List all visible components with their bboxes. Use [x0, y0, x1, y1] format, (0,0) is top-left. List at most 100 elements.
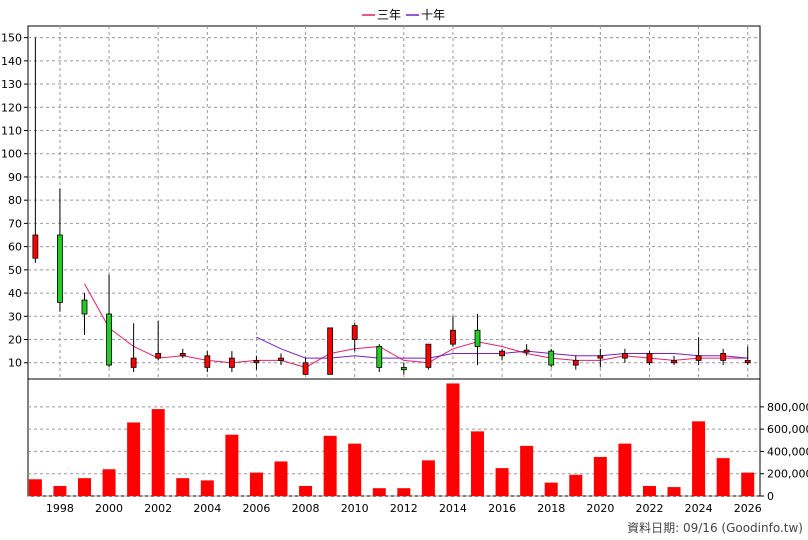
candle-body — [548, 350, 555, 366]
volume-bar — [274, 461, 288, 496]
candle-body — [400, 366, 407, 371]
x-tick-label: 2002 — [144, 502, 172, 515]
x-tick-label: 2020 — [586, 502, 614, 515]
candle-body — [621, 353, 628, 359]
volume-bar — [151, 409, 165, 496]
price-tick-label: 130 — [1, 78, 22, 91]
candle-body — [327, 327, 334, 375]
candle-body — [425, 343, 432, 368]
volume-bar — [102, 469, 116, 496]
candle-body — [572, 360, 579, 366]
candle-body — [450, 329, 456, 345]
volume-panel: 1998 2000 2002 2004 2006 2008 2010 2012 2014 2016… — [27, 378, 808, 515]
volume-tick-label: 0 — [767, 490, 774, 503]
volume-tick-label: 600,000 — [767, 423, 808, 436]
candle-body — [351, 325, 358, 340]
candle-body — [204, 355, 211, 368]
volume-bar — [323, 435, 337, 496]
candle-body — [499, 350, 505, 357]
volume-bar — [642, 485, 656, 496]
x-tick-label: 2024 — [685, 502, 713, 515]
volume-bar — [299, 485, 313, 496]
candle-body — [376, 346, 383, 368]
candle-body — [81, 299, 88, 315]
price-tick-label: 70 — [8, 217, 22, 230]
x-tick-label: 2022 — [635, 502, 663, 515]
legend: 三年 十年 — [362, 8, 445, 22]
price-tick-label: 110 — [1, 125, 22, 138]
volume-bar — [397, 488, 411, 496]
ma-3yr-line — [84, 283, 748, 368]
x-tick-label: 2000 — [95, 502, 123, 515]
price-tick-label: 120 — [1, 101, 22, 114]
volume-bar — [421, 460, 435, 496]
candle-body — [720, 353, 727, 361]
candle-body — [278, 357, 284, 361]
price-tick-label: 100 — [1, 148, 22, 161]
x-tick-label: 2008 — [292, 502, 320, 515]
price-tick-label: 30 — [8, 310, 22, 323]
volume-tick-label: 200,000 — [767, 468, 808, 481]
volume-bar — [593, 457, 607, 496]
volume-bar — [176, 478, 190, 496]
volume-bar — [618, 443, 632, 496]
volume-bar — [446, 383, 460, 496]
candle-body — [57, 234, 63, 303]
volume-plot-frame — [27, 378, 761, 497]
volume-bar — [495, 468, 509, 496]
volume-bar — [692, 421, 706, 496]
price-tick-label: 60 — [8, 241, 22, 254]
candle-body — [671, 360, 677, 364]
volume-bar — [249, 472, 263, 496]
volume-bar — [520, 445, 534, 496]
candle-body — [155, 353, 162, 359]
legend-label-3yr: 三年 — [377, 8, 401, 22]
volume-tick-label: 400,000 — [767, 445, 808, 458]
volume-bar — [569, 474, 583, 496]
x-tick-label: 2026 — [734, 502, 762, 515]
volume-bar — [716, 458, 730, 496]
volume-bar — [741, 472, 755, 496]
volume-bar — [667, 487, 681, 496]
price-tick-label: 40 — [8, 287, 22, 300]
volume-bar — [471, 431, 485, 496]
candle-body — [253, 360, 260, 364]
volume-bar — [77, 478, 91, 496]
x-tick-label: 2010 — [341, 502, 369, 515]
candle-body — [130, 357, 137, 368]
volume-bar — [200, 480, 214, 496]
legend-label-10yr: 十年 — [421, 8, 445, 22]
price-tick-label: 140 — [1, 55, 22, 68]
candle-body — [228, 357, 235, 368]
candle-body — [179, 353, 186, 357]
volume-bar — [28, 479, 42, 496]
volume-bar — [544, 482, 558, 496]
price-tick-label: 90 — [8, 171, 22, 184]
price-tick-label: 20 — [8, 334, 22, 347]
price-tick-label: 50 — [8, 264, 22, 277]
candle-body — [744, 360, 751, 364]
candle-body — [106, 313, 112, 366]
data-date-footer: 資料日期: 09/16 (Goodinfo.tw) — [627, 521, 803, 535]
price-tick-label: 150 — [1, 32, 22, 45]
candle-body — [302, 362, 309, 375]
price-tick-label: 10 — [8, 357, 22, 370]
volume-bar — [348, 443, 362, 496]
candle-body — [646, 353, 653, 364]
x-tick-label: 2012 — [390, 502, 418, 515]
candle-body — [695, 355, 702, 361]
x-tick-label: 2006 — [242, 502, 270, 515]
volume-bar — [225, 434, 239, 496]
x-tick-label: 2004 — [193, 502, 221, 515]
x-tick-label: 2014 — [439, 502, 467, 515]
candle-body — [597, 355, 604, 359]
price-plot-frame — [27, 25, 761, 380]
volume-bar — [127, 422, 141, 496]
candle-body — [32, 234, 39, 259]
price-panel: 10 20 30 40 50 60 70 80 90 100 110 120 130 140 150 — [1, 25, 761, 496]
candle-body — [474, 329, 481, 347]
volume-bar — [372, 488, 386, 496]
candle-body — [523, 349, 530, 353]
x-tick-label: 1998 — [46, 502, 74, 515]
